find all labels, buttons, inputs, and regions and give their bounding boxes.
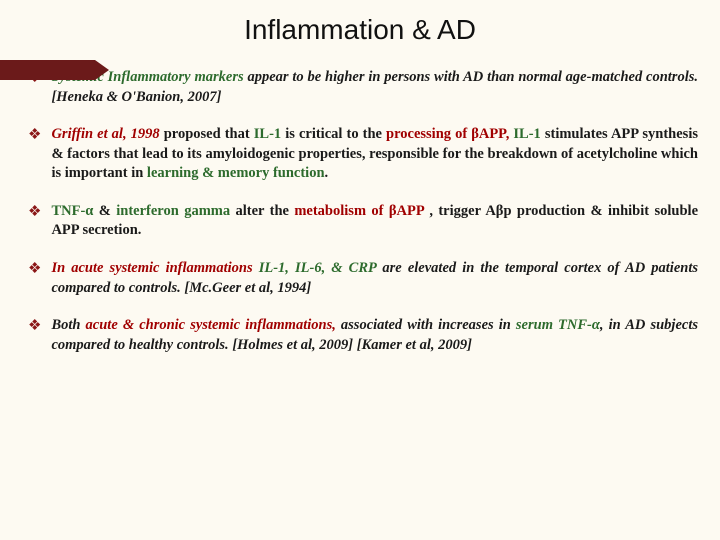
diamond-bullet-icon: ❖: [28, 260, 41, 278]
bullet-item: ❖Systemic Inflammatory markers appear to…: [28, 68, 698, 107]
bullet-item: ❖ Both acute & chronic systemic inflammat…: [28, 316, 698, 355]
bullet-item: ❖ Griffin et al, 1998 proposed that IL-1 …: [28, 125, 698, 184]
diamond-bullet-icon: ❖: [28, 126, 41, 144]
bullet-item: ❖ TNF-α & interferon gamma alter the meta…: [28, 202, 698, 241]
bullet-text: TNF-α & interferon gamma alter the metab…: [51, 202, 698, 241]
bullet-item: ❖ In acute systemic inflammations IL-1, I…: [28, 259, 698, 298]
bullet-list: ❖ Systemic Inflammatory markers appear to…: [0, 68, 720, 355]
diamond-bullet-icon: ❖: [28, 203, 41, 221]
slide-title: Inflammation & AD: [0, 0, 720, 68]
bullet-text: In acute systemic inflammations IL-1, IL…: [51, 259, 698, 298]
bullet-text: Griffin et al, 1998 proposed that IL-1 i…: [51, 125, 698, 184]
accent-bar: [0, 60, 95, 80]
diamond-bullet-icon: ❖: [28, 317, 41, 335]
bullet-text: Both acute & chronic systemic inflammati…: [51, 316, 698, 355]
bullet-text: Systemic Inflammatory markers appear to …: [51, 68, 698, 107]
